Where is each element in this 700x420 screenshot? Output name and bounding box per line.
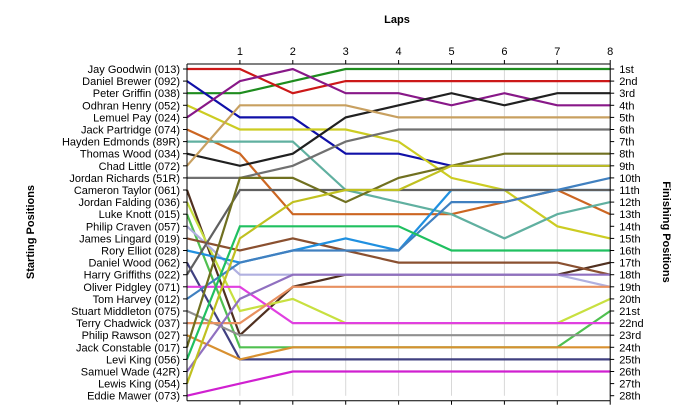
x-tick-label: 1	[237, 46, 243, 58]
finishing-label: 10th	[619, 173, 640, 185]
series-line-15	[186, 237, 611, 276]
starting-label: Luke Knott (015)	[99, 209, 180, 221]
starting-label: Stuart Middleton (075)	[71, 306, 180, 318]
starting-label: Jack Constable (017)	[76, 342, 180, 354]
series-line-7	[187, 140, 611, 240]
finishing-label: 17th	[619, 258, 640, 270]
finishing-label: 6th	[619, 125, 634, 137]
finishing-label: 11th	[619, 185, 640, 197]
starting-label: Tom Harvey (012)	[93, 294, 180, 306]
starting-label: Daniel Wood (062)	[88, 258, 180, 270]
series-lines	[185, 67, 611, 397]
finishing-label: 4th	[619, 100, 634, 112]
starting-label: Peter Griffin (038)	[93, 88, 180, 100]
series-line-20	[186, 176, 611, 300]
finishing-label: 9th	[619, 161, 634, 173]
series-line-21	[186, 309, 611, 337]
chart-title: Laps	[384, 14, 410, 26]
x-tick-label: 7	[554, 46, 560, 58]
starting-label: Lemuel Pay (024)	[93, 112, 180, 124]
starting-label: Jay Goodwin (013)	[88, 64, 180, 76]
series-line-8	[186, 92, 611, 167]
starting-label: Rory Elliot (028)	[101, 246, 180, 258]
starting-label: Jordan Richards (51R)	[69, 173, 180, 185]
finishing-label: 12th	[619, 197, 640, 209]
finishing-position-labels: 1st2nd3rd4th5th6th7th8th9th10th11th12th1…	[619, 64, 643, 403]
finishing-label: 2nd	[619, 76, 637, 88]
finishing-label: 27th	[619, 379, 640, 391]
finishing-label: 22nd	[619, 318, 643, 330]
finishing-label: 20th	[619, 294, 640, 306]
starting-label: Samuel Wade (42R)	[81, 367, 180, 379]
series-line-23	[186, 334, 611, 361]
finishing-label: 24th	[619, 342, 640, 354]
grid-lines	[239, 69, 611, 396]
starting-label: Odhran Henry (052)	[82, 100, 180, 112]
finishing-label: 28th	[619, 391, 640, 403]
y-axis-label-right: Finishing Positions	[660, 181, 672, 282]
finishing-label: 13th	[619, 209, 640, 221]
finishing-label: 3rd	[619, 88, 635, 100]
series-line-4	[186, 104, 611, 240]
finishing-label: 26th	[619, 367, 640, 379]
axes	[183, 60, 615, 405]
starting-position-labels: Jay Goodwin (013)Daniel Brewer (092)Pete…	[62, 64, 180, 403]
finishing-label: 7th	[619, 137, 634, 149]
series-line-28	[186, 370, 611, 397]
x-tick-label: 8	[607, 46, 613, 58]
finishing-label: 8th	[619, 149, 634, 161]
starting-label: Jordan Falding (036)	[78, 197, 180, 209]
y-axis-label-left: Starting Positions	[25, 185, 37, 279]
series-line-10	[187, 128, 611, 179]
finishing-label: 21st	[619, 306, 640, 318]
x-tick-labels: 1 2 3 4 5 6 7 8	[237, 46, 613, 58]
starting-label: Daniel Brewer (092)	[82, 76, 180, 88]
series-line-19	[187, 285, 611, 325]
x-tick-label: 4	[396, 46, 402, 58]
series-line-22	[187, 285, 611, 325]
x-tick-label: 3	[343, 46, 349, 58]
starting-label: Hayden Edmonds (89R)	[62, 137, 180, 149]
finishing-label: 14th	[619, 221, 640, 233]
series-line-17	[186, 262, 611, 361]
x-tick-label: 5	[448, 46, 454, 58]
finishing-label: 5th	[619, 112, 634, 124]
series-line-1	[187, 67, 611, 95]
starting-label: Oliver Pidgley (071)	[83, 282, 180, 294]
starting-label: Eddie Mawer (073)	[87, 391, 180, 403]
starting-label: Philip Rawson (027)	[82, 330, 180, 342]
starting-label: Jack Partridge (074)	[81, 125, 180, 137]
x-tick-label: 2	[290, 46, 296, 58]
x-tick-label: 6	[501, 46, 507, 58]
finishing-label: 25th	[619, 354, 640, 366]
series-line-26	[186, 273, 611, 373]
starting-label: James Lingard (019)	[79, 233, 180, 245]
finishing-label: 18th	[619, 270, 640, 282]
starting-label: Philip Craven (057)	[86, 221, 180, 233]
series-line-9	[186, 104, 611, 167]
finishing-label: 16th	[619, 246, 640, 258]
finishing-label: 15th	[619, 233, 640, 245]
starting-label: Lewis King (054)	[98, 379, 180, 391]
starting-label: Cameron Taylor (061)	[74, 185, 180, 197]
starting-label: Thomas Wood (034)	[80, 149, 180, 161]
starting-label: Harry Griffiths (022)	[84, 270, 180, 282]
series-line-27	[185, 164, 611, 384]
finishing-label: 23rd	[619, 330, 641, 342]
starting-label: Levi King (056)	[106, 354, 180, 366]
series-line-5	[186, 67, 611, 119]
series-line-24	[185, 152, 611, 348]
starting-label: Terry Chadwick (037)	[76, 318, 180, 330]
finishing-label: 19th	[619, 282, 640, 294]
starting-label: Chad Little (072)	[99, 161, 180, 173]
finishing-label: 1st	[619, 64, 634, 76]
